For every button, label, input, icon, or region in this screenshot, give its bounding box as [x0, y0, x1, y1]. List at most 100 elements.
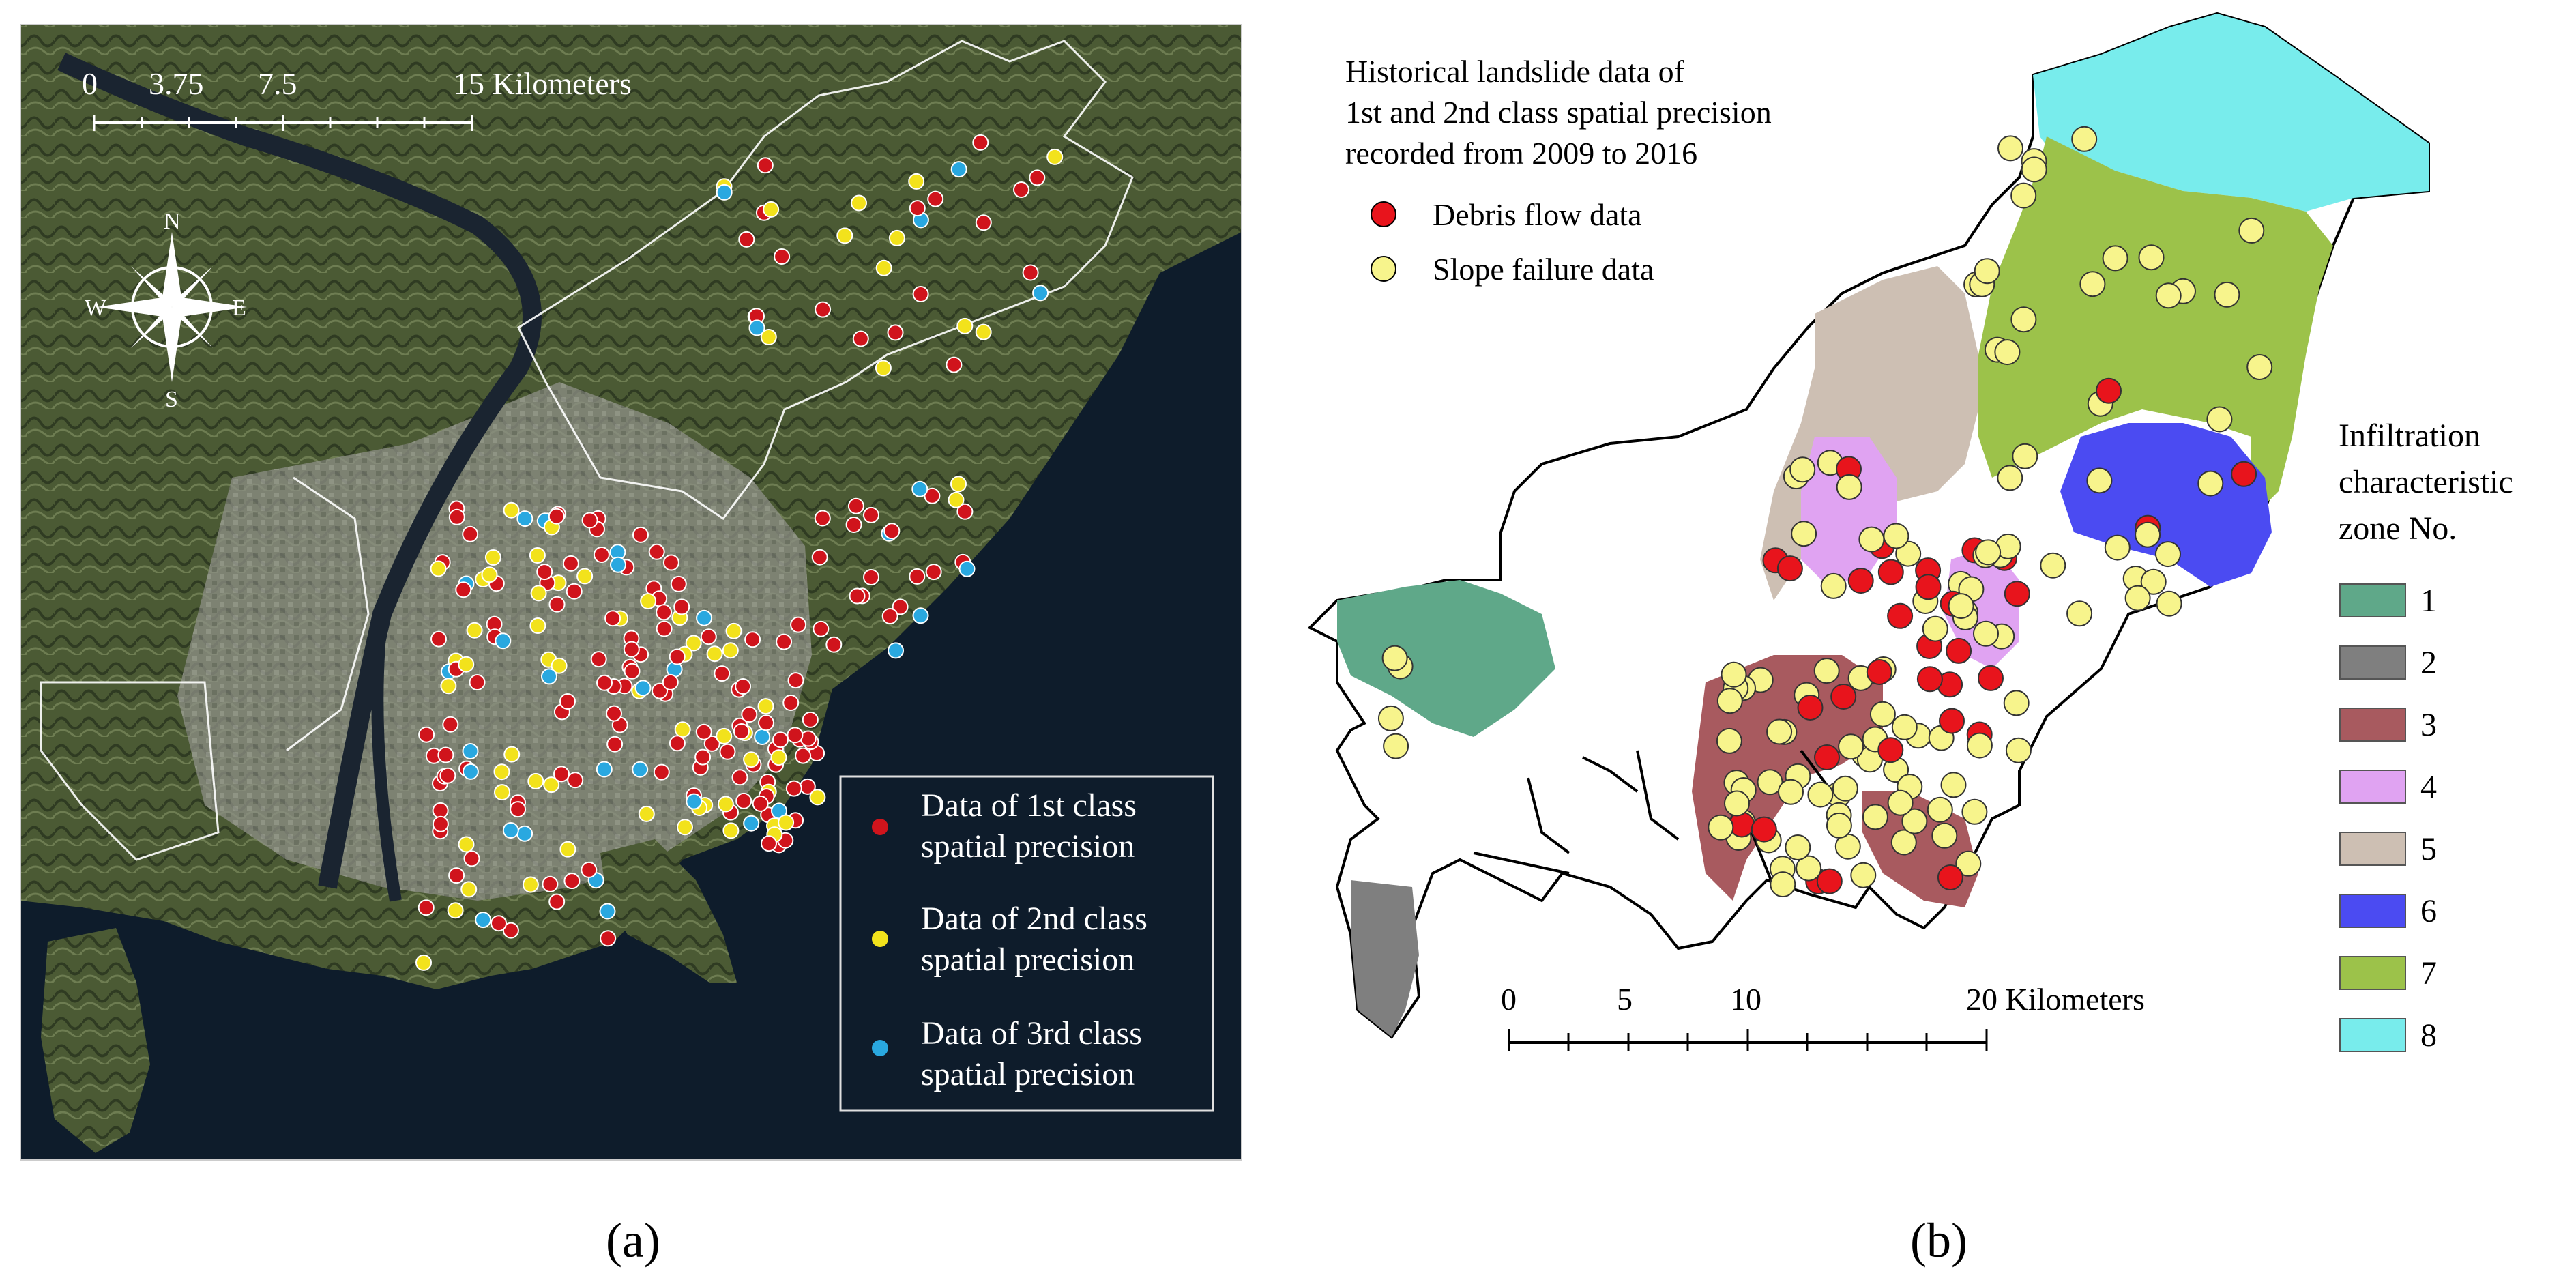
- debris-flow-marker: [1866, 659, 1892, 685]
- panel-a-marker: [836, 227, 853, 244]
- compass-rose-icon: N S E W: [85, 209, 247, 412]
- slope-failure-marker: [2021, 156, 2047, 183]
- legend-a-2-line2: spatial precision: [921, 942, 1135, 978]
- debris-flow-marker: [1847, 568, 1874, 594]
- panel-a-scale-label-2: 7.5: [258, 66, 297, 101]
- panel-a-marker: [610, 556, 626, 573]
- slope-failure-marker: [1922, 615, 1948, 642]
- panel-a-marker: [760, 329, 777, 345]
- panel-a-marker: [638, 805, 655, 822]
- slope-failure-marker: [2066, 600, 2093, 627]
- panel-a-marker: [731, 769, 748, 786]
- panel-a-marker: [911, 480, 928, 497]
- slope-failure-marker: [1716, 727, 1742, 754]
- panel-a-scale-bar: 0 3.75 7.5 15 Kilometers: [82, 66, 632, 131]
- panel-a-marker: [1022, 264, 1039, 281]
- panel-a-marker: [782, 695, 800, 711]
- panel-a-marker: [883, 523, 901, 540]
- panel-a-marker: [695, 723, 712, 740]
- debris-flow-marker: [1814, 744, 1840, 770]
- zone-6-area: [2060, 423, 2272, 587]
- slope-failure-marker: [1975, 539, 2002, 566]
- panel-a-marker: [437, 746, 454, 763]
- panel-a-marker: [593, 547, 610, 563]
- panel-a-marker: [527, 772, 544, 789]
- panel-a-marker: [909, 200, 926, 217]
- panel-a-marker: [852, 330, 869, 347]
- panel-a-marker: [455, 581, 472, 598]
- panel-a-marker: [548, 893, 566, 910]
- debris-flow-marker: [1978, 665, 2004, 691]
- legend-a-1-line2: spatial precision: [921, 828, 1135, 864]
- panel-a-marker: [418, 899, 435, 916]
- zone-2-area: [1351, 880, 1419, 1037]
- panel-a-marker: [604, 610, 621, 627]
- panel-a-marker: [847, 497, 864, 514]
- panel-a-marker: [448, 508, 465, 525]
- panel-a-marker: [909, 568, 926, 585]
- panel-a-marker: [714, 665, 731, 682]
- panel-a-marker: [634, 680, 652, 697]
- panel-a-marker: [656, 620, 673, 637]
- panel-a-marker: [725, 622, 742, 639]
- slope-failure-marker: [1789, 456, 1816, 483]
- debris-flow-marker: [1946, 637, 1972, 664]
- panel-a-marker: [716, 184, 733, 201]
- slope-failure-marker: [2012, 443, 2038, 469]
- panel-b-harbor-lines: [1473, 749, 1843, 888]
- legend-a-2-line1: Data of 2nd class: [921, 901, 1147, 937]
- slope-failure-marker: [1785, 834, 1811, 860]
- slope-failure-marker: [2003, 690, 2030, 716]
- panel-a-marker: [770, 749, 787, 766]
- panel-a-marker: [722, 642, 739, 659]
- slope-failure-marker: [2140, 568, 2167, 595]
- panel-a-marker: [596, 761, 613, 778]
- panel-a-marker: [432, 802, 449, 819]
- panel-a-marker: [958, 560, 976, 577]
- panel-b-title-line-2: 1st and 2nd class spatial precision: [1345, 95, 1772, 130]
- panel-a-marker: [466, 622, 483, 639]
- panel-a-marker: [648, 543, 665, 560]
- panel-a-marker: [662, 673, 679, 690]
- panel-a-marker: [567, 772, 584, 789]
- slope-failure-marker: [1757, 769, 1783, 796]
- panel-a-marker: [475, 912, 492, 929]
- panel-a-marker: [719, 743, 736, 760]
- panel-a-frame: [20, 24, 1242, 1161]
- panel-a-marker: [956, 503, 974, 520]
- legend-b-slope-swatch: [1371, 256, 1396, 282]
- panel-a-marker: [458, 836, 475, 853]
- panel-a-marker: [670, 575, 687, 592]
- panel-a-marker: [677, 819, 693, 836]
- panel-a-marker: [462, 763, 479, 780]
- slope-failure-marker: [1883, 523, 1909, 549]
- panel-a-marker: [733, 723, 750, 740]
- panel-a-marker: [703, 735, 720, 752]
- panel-a-marker: [785, 780, 802, 797]
- slope-failure-marker: [1716, 688, 1743, 714]
- panel-a-marker: [717, 796, 734, 813]
- legend-a-swatch-2: [872, 931, 888, 947]
- panel-b-title-line-3: recorded from 2009 to 2016: [1345, 136, 1697, 171]
- panel-a-marker: [566, 583, 583, 600]
- panel-a-marker: [442, 716, 459, 733]
- panel-a-marker: [881, 608, 898, 624]
- slope-failure-marker: [1813, 658, 1840, 684]
- slope-failure-marker: [2155, 541, 2181, 568]
- compass-w: W: [85, 295, 107, 321]
- panel-a-marker: [851, 194, 867, 212]
- debris-flow-marker: [1939, 708, 1965, 734]
- slope-failure-marker: [1838, 733, 1864, 760]
- panel-a-marker: [1013, 181, 1029, 198]
- panel-a-marker: [754, 729, 771, 745]
- panel-a-marker: [722, 822, 740, 839]
- slope-failure-marker: [2040, 552, 2066, 579]
- debris-flow-marker: [1830, 684, 1857, 710]
- panel-a-marker: [696, 609, 713, 626]
- slope-failure-marker: [1383, 733, 1409, 759]
- zone-7-swatch: [2339, 956, 2406, 990]
- slope-failure-marker: [1931, 822, 1958, 849]
- panel-a-marker: [892, 598, 909, 615]
- panel-a-marker: [606, 705, 622, 722]
